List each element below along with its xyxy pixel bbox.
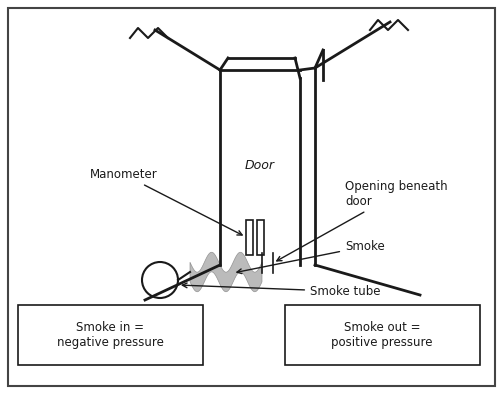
FancyBboxPatch shape <box>8 8 495 386</box>
Text: Door: Door <box>245 158 275 171</box>
FancyBboxPatch shape <box>285 305 480 365</box>
Text: Manometer: Manometer <box>90 168 242 235</box>
Bar <box>246 220 253 255</box>
Text: Smoke out =
positive pressure: Smoke out = positive pressure <box>331 321 433 349</box>
Text: Opening beneath
door: Opening beneath door <box>277 180 448 261</box>
Text: Smoke tube: Smoke tube <box>182 283 380 298</box>
Circle shape <box>142 262 178 298</box>
FancyBboxPatch shape <box>18 305 203 365</box>
Polygon shape <box>190 252 262 292</box>
Text: Smoke in =
negative pressure: Smoke in = negative pressure <box>56 321 163 349</box>
Bar <box>257 220 264 255</box>
Text: Smoke: Smoke <box>237 240 385 273</box>
